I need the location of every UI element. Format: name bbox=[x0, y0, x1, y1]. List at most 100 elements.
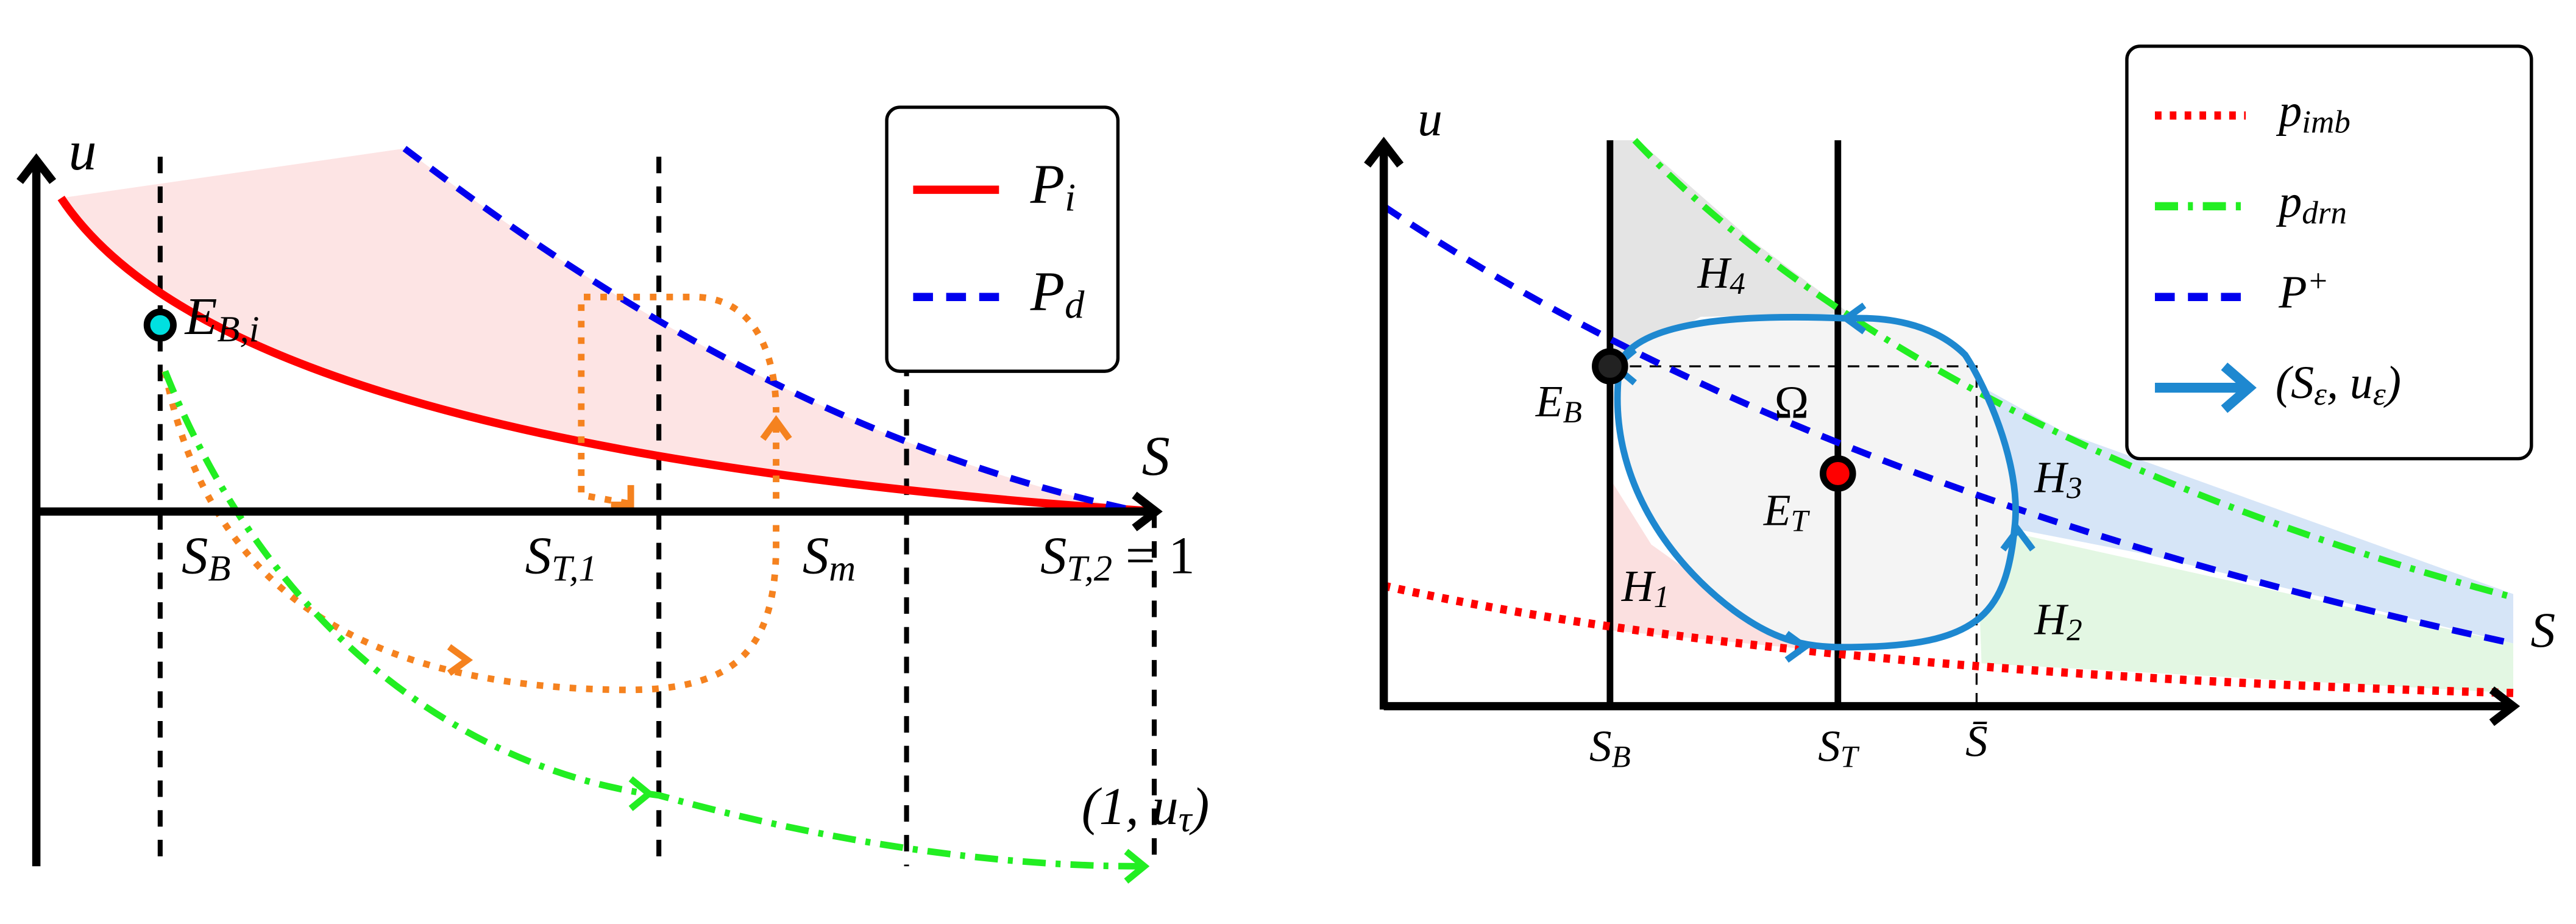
legend-label: Pi bbox=[1030, 152, 1076, 219]
point-label-text: ) bbox=[1188, 777, 1209, 836]
point-ebi bbox=[143, 308, 177, 342]
pink-region bbox=[61, 148, 1156, 512]
x-tick-label: ST,1 bbox=[525, 526, 597, 589]
axis-label-text: S bbox=[2530, 603, 2555, 658]
green-trajectory bbox=[161, 370, 1140, 870]
axes bbox=[1364, 137, 2521, 727]
point-label-sub: B bbox=[1563, 395, 1582, 430]
x-tick-label-text: S bbox=[1818, 722, 1840, 771]
x-tick-label: ST,2 = 1 bbox=[1040, 526, 1195, 589]
x-tick-label-sub: B bbox=[208, 549, 230, 589]
right-panel bbox=[1364, 44, 2533, 727]
legend-label-text: (S bbox=[2276, 358, 2314, 409]
curve-pdrn bbox=[1632, 138, 2514, 601]
x-tick-label-text: S bbox=[525, 526, 552, 585]
point-label-text: E bbox=[1763, 485, 1791, 535]
region-label-text: Ω bbox=[1775, 377, 1809, 428]
axis-label: S bbox=[2530, 603, 2555, 658]
legend-label-text: , u bbox=[2327, 358, 2373, 409]
legend-label: (Sε, uε) bbox=[2276, 358, 2401, 413]
x-tick-label-sub: T,1 bbox=[552, 549, 597, 589]
orange-path bbox=[161, 371, 779, 694]
left-panel bbox=[16, 105, 1163, 884]
x-tick-label-text: S bbox=[1040, 526, 1066, 585]
axis-arrow bbox=[16, 153, 57, 184]
legend-label-text: P bbox=[2278, 267, 2307, 318]
x-tick-label: SB bbox=[182, 526, 230, 589]
point-label: ET bbox=[1763, 485, 1811, 538]
point-label: (1, uτ) bbox=[1082, 777, 1210, 840]
region-label-text: H bbox=[1697, 248, 1732, 297]
legend-box bbox=[2125, 44, 2533, 461]
legend-label-text: p bbox=[2276, 85, 2302, 137]
orange-arrows bbox=[447, 415, 792, 676]
point-et bbox=[1819, 455, 1856, 492]
legend-label-sub: ε bbox=[2314, 377, 2327, 412]
axis-label: u bbox=[68, 119, 96, 182]
guide-lines bbox=[1609, 365, 1978, 706]
point-label-sub: τ bbox=[1179, 799, 1193, 840]
region-label: H3 bbox=[2034, 452, 2082, 505]
x-tick-label-text: = 1 bbox=[1112, 526, 1195, 585]
arrowhead bbox=[447, 644, 474, 676]
axis-arrow bbox=[1364, 137, 1404, 168]
dashed-verticals bbox=[157, 157, 1157, 867]
axis-label-text: u bbox=[68, 119, 96, 182]
legend-label: Pd bbox=[1030, 260, 1085, 326]
x-tick-label-text: S bbox=[1589, 722, 1612, 771]
region-h1 bbox=[1609, 478, 1817, 650]
region-label-text: H bbox=[1621, 561, 1656, 611]
curve-pi bbox=[57, 196, 1157, 516]
arrowhead bbox=[2000, 524, 2035, 552]
region-label-text: H bbox=[2034, 594, 2069, 644]
point-label-sub: B,i bbox=[217, 309, 259, 350]
region-h4 bbox=[1609, 140, 1850, 366]
legend-arrowhead bbox=[2221, 362, 2257, 413]
region-h3 bbox=[1849, 313, 2514, 644]
legend-label: pdrn bbox=[2276, 176, 2347, 231]
arrowhead bbox=[611, 485, 634, 508]
curve-pd bbox=[402, 146, 1140, 515]
axes bbox=[16, 153, 1163, 867]
legend-label: P+ bbox=[2278, 263, 2329, 318]
point-label-text: E bbox=[183, 287, 217, 346]
point-eb bbox=[1592, 348, 1628, 385]
x-tick-label: Sm bbox=[803, 526, 856, 589]
solid-verticals bbox=[1606, 140, 1842, 706]
x-tick-label: SB bbox=[1589, 722, 1631, 775]
x-tick-label: S̄ bbox=[1965, 716, 1988, 766]
legend-label-sup: + bbox=[2307, 263, 2329, 299]
region-omega bbox=[1617, 317, 2016, 647]
x-tick-label-sub: T bbox=[1840, 740, 1860, 775]
region-label-sub: 3 bbox=[2066, 471, 2082, 506]
x-tick-label-sub: B bbox=[1612, 740, 1631, 775]
region-label-sub: 2 bbox=[2067, 613, 2082, 647]
legend-label-sub: i bbox=[1065, 176, 1076, 219]
axis-label: u bbox=[1418, 91, 1442, 146]
loop-arrows bbox=[1609, 302, 2035, 663]
axis-label-text: u bbox=[1418, 91, 1442, 146]
region-label: H4 bbox=[1697, 248, 1745, 301]
x-tick-label-text: S̄ bbox=[1965, 716, 1988, 766]
region-h2 bbox=[1976, 524, 2514, 693]
region-label: Ω bbox=[1775, 377, 1809, 428]
legend-label-sub: imb bbox=[2302, 105, 2351, 140]
arrowhead bbox=[1840, 302, 1867, 335]
axis-arrow bbox=[1132, 491, 1163, 531]
x-tick-label-text: S bbox=[182, 526, 208, 585]
axis-label: S bbox=[1142, 425, 1170, 487]
orange-trajectories bbox=[161, 293, 779, 694]
x-tick-label-sub: T,2 bbox=[1066, 549, 1112, 589]
region-label-text: H bbox=[2034, 452, 2069, 502]
x-tick-label-sub: m bbox=[829, 549, 856, 589]
arrowhead bbox=[1124, 848, 1150, 884]
legend-label: pimb bbox=[2276, 85, 2351, 140]
region-label: H1 bbox=[1621, 561, 1669, 614]
x-tick-label: ST bbox=[1818, 722, 1860, 775]
arrowhead bbox=[628, 776, 655, 811]
point-label: EB bbox=[1535, 377, 1582, 430]
axis-label-text: S bbox=[1142, 425, 1170, 487]
region-label: H2 bbox=[2034, 594, 2082, 647]
